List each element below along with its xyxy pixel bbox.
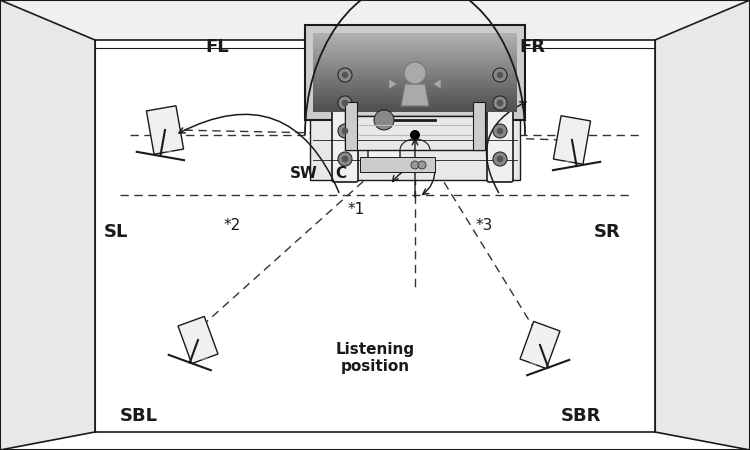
Bar <box>345 116 485 150</box>
Circle shape <box>342 156 348 162</box>
Text: C: C <box>336 166 346 181</box>
Bar <box>313 60 517 65</box>
Text: FR: FR <box>520 38 545 56</box>
Bar <box>313 36 517 41</box>
Text: *3: *3 <box>475 217 493 233</box>
Text: SR: SR <box>594 223 621 241</box>
Circle shape <box>496 100 503 106</box>
Polygon shape <box>178 316 218 364</box>
FancyBboxPatch shape <box>487 38 513 182</box>
Circle shape <box>496 128 503 134</box>
Circle shape <box>342 128 348 134</box>
Circle shape <box>404 62 426 84</box>
Bar <box>313 32 517 37</box>
Polygon shape <box>655 0 750 450</box>
Bar <box>313 104 517 108</box>
Text: *1: *1 <box>347 202 364 217</box>
Circle shape <box>342 72 348 78</box>
Bar <box>313 45 517 49</box>
Circle shape <box>496 156 503 162</box>
Circle shape <box>493 96 507 110</box>
Circle shape <box>496 72 503 78</box>
Bar <box>345 102 357 150</box>
Circle shape <box>410 130 420 140</box>
Text: SW: SW <box>290 166 318 181</box>
Circle shape <box>418 161 426 169</box>
Bar <box>313 84 517 88</box>
Bar <box>313 80 517 84</box>
Bar <box>313 64 517 68</box>
Bar <box>313 108 517 112</box>
Bar <box>313 40 517 45</box>
Text: *2: *2 <box>224 217 242 233</box>
Bar <box>473 102 485 150</box>
Text: SL: SL <box>104 223 128 241</box>
Polygon shape <box>146 106 184 154</box>
Circle shape <box>342 100 348 106</box>
Polygon shape <box>554 116 590 164</box>
Bar <box>313 96 517 100</box>
Polygon shape <box>0 0 750 40</box>
Polygon shape <box>389 79 397 89</box>
Polygon shape <box>433 79 441 89</box>
FancyBboxPatch shape <box>332 38 358 182</box>
Circle shape <box>493 124 507 138</box>
Bar <box>313 76 517 81</box>
Bar <box>313 99 517 104</box>
Polygon shape <box>0 0 95 450</box>
Circle shape <box>493 152 507 166</box>
Bar <box>313 68 517 72</box>
Text: FL: FL <box>206 38 230 56</box>
Polygon shape <box>520 321 560 369</box>
Bar <box>313 72 517 76</box>
Polygon shape <box>401 84 429 106</box>
Circle shape <box>338 152 352 166</box>
Bar <box>313 52 517 57</box>
Circle shape <box>411 161 419 169</box>
Circle shape <box>338 68 352 82</box>
Text: SBL: SBL <box>120 407 158 425</box>
Bar <box>313 56 517 61</box>
Bar <box>313 48 517 53</box>
Bar <box>305 25 525 120</box>
Circle shape <box>493 68 507 82</box>
Bar <box>310 110 520 180</box>
Text: SBR: SBR <box>561 407 602 425</box>
Text: Listening
position: Listening position <box>335 342 415 374</box>
FancyBboxPatch shape <box>368 78 400 162</box>
Bar <box>313 92 517 96</box>
Circle shape <box>374 110 394 130</box>
Bar <box>345 102 485 116</box>
Circle shape <box>338 124 352 138</box>
Bar <box>313 88 517 92</box>
Bar <box>360 157 435 172</box>
Circle shape <box>338 96 352 110</box>
